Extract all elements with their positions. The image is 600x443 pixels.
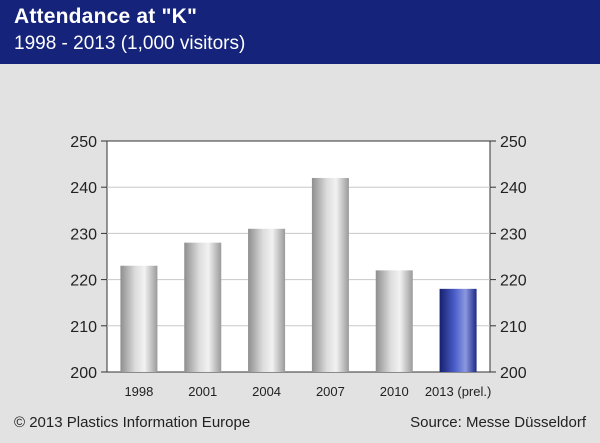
y-tick-label-left: 250 (70, 134, 97, 151)
bar-2007 (311, 177, 349, 372)
x-category-label: 2013 (prel.) (425, 384, 491, 399)
gridlines (107, 186, 490, 327)
y-tick-label-right: 200 (500, 365, 527, 382)
bar-2001 (184, 242, 222, 372)
x-category-label: 2007 (316, 384, 345, 399)
y-tick-label-left: 240 (70, 180, 97, 197)
y-tick-label-left: 210 (70, 319, 97, 336)
y-tick-label-left: 200 (70, 365, 97, 382)
bar-2004 (248, 228, 286, 372)
bar-1998 (120, 265, 158, 372)
x-category-label: 2010 (380, 384, 409, 399)
chart-subtitle: 1998 - 2013 (1,000 visitors) (14, 33, 246, 54)
plot-area (106, 140, 491, 373)
source-note: Source: Messe Düsseldorf (410, 414, 586, 431)
y-tick-label-right: 220 (500, 273, 527, 290)
y-tick-label-left: 220 (70, 273, 97, 290)
x-category-label: 2001 (188, 384, 217, 399)
bar-2010 (375, 270, 413, 372)
bars (120, 177, 477, 372)
axis-labels: 1998 2001 2004 2007 2010 2013 (prel.) (124, 384, 491, 399)
chart-header: Attendance at "K" 1998 - 2013 (1,000 vis… (0, 0, 600, 64)
axis-ticks: 200 200 210 210 220 220 230 230 240 240 250 250 (70, 134, 527, 382)
bar-2013 (439, 288, 477, 372)
y-tick-label-right: 250 (500, 134, 527, 151)
bar-chart: 200 200 210 210 220 220 230 230 240 240 250 250 199… (70, 134, 527, 399)
y-tick-label-right: 210 (500, 319, 527, 336)
copyright-note: © 2013 Plastics Information Europe (14, 414, 251, 431)
y-tick-label-left: 230 (70, 226, 97, 243)
chart-title: Attendance at "K" (14, 5, 198, 28)
x-category-label: 1998 (124, 384, 153, 399)
y-tick-label-right: 240 (500, 180, 527, 197)
x-category-label: 2004 (252, 384, 281, 399)
y-tick-label-right: 230 (500, 226, 527, 243)
